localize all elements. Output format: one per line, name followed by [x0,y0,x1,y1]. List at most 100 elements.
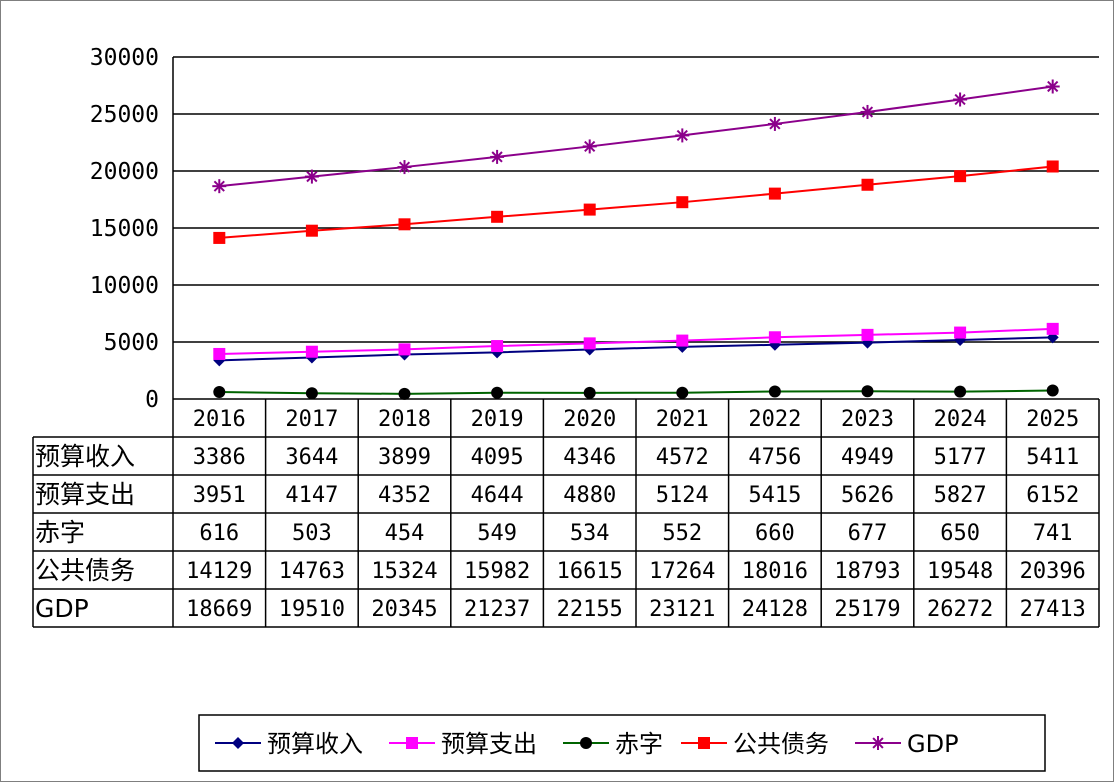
x-tick-label: 2016 [193,407,246,432]
data-point [1046,160,1059,173]
data-label: 677 [848,521,888,546]
data-label: 3951 [193,483,246,508]
data-label: 21237 [464,597,530,622]
series [213,331,1059,367]
y-tick-label: 0 [145,387,159,413]
data-label: 16615 [557,559,623,584]
table-row-label: 公共债务 [35,556,135,585]
series-line [219,85,1053,188]
data-label: 14129 [186,559,252,584]
data-label: 6152 [1026,483,1079,508]
data-label: 19510 [279,597,345,622]
data-point [1046,384,1059,397]
data-label: 20345 [371,597,437,622]
x-tick-label: 2017 [285,407,338,432]
data-point [1046,322,1059,335]
data-point [871,736,885,750]
legend-label: 预算收入 [267,730,363,758]
data-label: 18669 [186,597,252,622]
legend: 预算收入 预算支出 赤字 公共债务 GDP [198,714,1046,772]
y-axis-tick-labels: 0 5000 10000 15000 20000 25000 30000 [90,45,159,413]
data-point [398,343,411,356]
gridlines [172,56,1099,399]
legend-label: 预算支出 [441,730,537,758]
data-label: 4352 [378,483,431,508]
data-point [861,328,874,341]
data-point [398,218,411,231]
data-label: 4756 [748,445,801,470]
data-point [305,224,318,237]
table-row-label: 赤字 [35,518,85,547]
data-point [212,179,227,194]
data-label: 454 [385,521,425,546]
x-tick-label: 2022 [748,407,801,432]
data-label: 741 [1033,521,1073,546]
x-tick-label: 2024 [934,407,987,432]
y-tick-label: 30000 [90,45,159,71]
data-point [1045,79,1060,94]
y-tick-label: 10000 [90,273,159,299]
series-line [219,327,1053,355]
data-label: 24128 [742,597,808,622]
data-point [583,386,596,399]
star-stroke [491,151,503,163]
star-stroke [861,106,874,118]
data-label: 27413 [1020,597,1086,622]
legend-item: 公共债务 [681,730,829,758]
data-label: 534 [570,521,610,546]
data-table: 2016 2017 2018 2019 2020 2021 2022 2023 2024 2025… [32,398,1100,628]
data-label: 22155 [557,597,623,622]
data-point [676,196,689,209]
data-point [213,347,226,360]
data-label: 26272 [927,597,993,622]
star-stroke [954,93,966,106]
table-row-label: GDP [35,594,89,623]
data-label: 15982 [464,559,530,584]
data-label: 660 [755,521,795,546]
series-line [219,336,1053,362]
x-tick-label: 2018 [378,407,431,432]
data-label: 23121 [649,597,715,622]
data-label: 3899 [378,445,431,470]
data-label: 5177 [934,445,987,470]
data-point [580,737,592,749]
data-point [397,160,412,175]
series-line [219,165,1053,239]
data-label: 14763 [279,559,345,584]
data-point [213,385,226,398]
data-point [861,178,874,191]
star-stroke [872,737,884,749]
data-label: 4095 [471,445,524,470]
data-label: 552 [662,521,702,546]
data-point [676,334,689,347]
y-tick-label: 25000 [90,102,159,128]
data-label: 549 [477,521,517,546]
series-lines [212,79,1060,400]
data-label: 20396 [1020,559,1086,584]
data-point [675,128,690,143]
y-tick-label: 5000 [104,330,159,356]
data-label: 503 [292,521,332,546]
x-tick-label: 2023 [841,407,894,432]
data-point [490,149,505,164]
data-label: 4572 [656,445,709,470]
data-label: 18793 [834,559,900,584]
data-point [767,116,782,131]
series-line [219,389,1053,395]
series [213,384,1059,400]
data-point [305,345,318,358]
y-tick-label: 15000 [90,216,159,242]
data-label: 18016 [742,559,808,584]
star-stroke [584,140,596,153]
data-label: 15324 [371,559,437,584]
data-label: 3644 [285,445,338,470]
data-point [768,385,781,398]
data-point [232,737,244,749]
legend-item: 预算支出 [389,730,537,758]
data-point [398,387,411,400]
data-point [491,386,504,399]
data-label: 4644 [471,483,524,508]
data-label: 5411 [1026,445,1079,470]
series [212,79,1060,194]
data-label: 17264 [649,559,715,584]
